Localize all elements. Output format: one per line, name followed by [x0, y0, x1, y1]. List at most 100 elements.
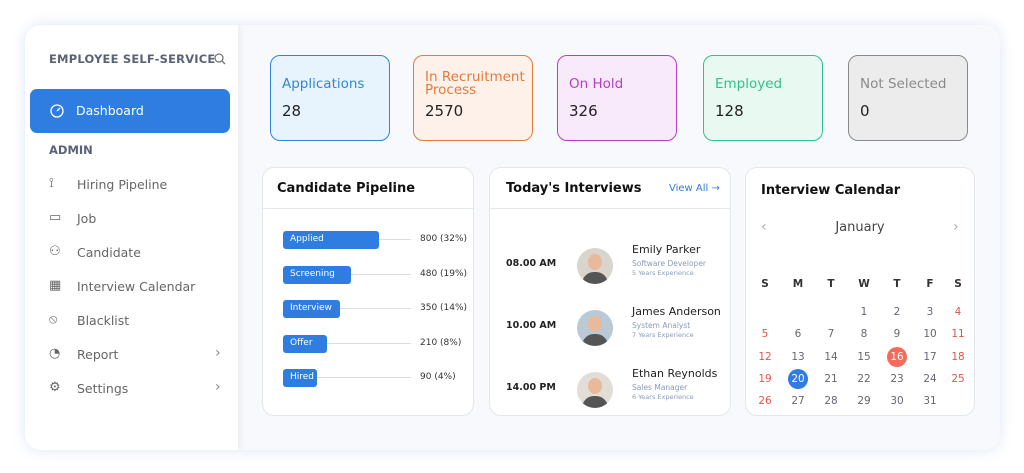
- candidate-experience: 5 Years Experience: [632, 269, 694, 277]
- calendar-day[interactable]: 5: [761, 328, 769, 341]
- bar-label: Screening: [290, 268, 335, 279]
- active-nav[interactable]: Dashboard: [30, 89, 230, 133]
- calendar-day[interactable]: 28: [824, 395, 838, 408]
- avatar-head: [588, 254, 602, 270]
- candidate-role: Software Developer: [632, 259, 707, 268]
- nav-icon: ⚙: [49, 380, 61, 395]
- avatar-head: [588, 378, 602, 394]
- stat-card: In Recruitment Process 2570: [413, 55, 533, 141]
- calendar-day[interactable]: 21: [824, 372, 838, 385]
- nav-item[interactable]: ▭ Job: [25, 207, 238, 231]
- calendar-day[interactable]: 20: [788, 368, 808, 389]
- calendar-day[interactable]: 18: [951, 350, 965, 363]
- calendar-day[interactable]: 26: [758, 395, 772, 408]
- calendar-day[interactable]: 3: [926, 306, 934, 318]
- stat-label: Not Selected: [860, 75, 947, 92]
- calendar-day[interactable]: 13: [791, 350, 805, 363]
- calendar-day[interactable]: 31: [923, 395, 937, 408]
- avatar: [577, 310, 613, 346]
- calendar-day[interactable]: 2: [893, 306, 901, 318]
- nav-item[interactable]: ◔ Report ›: [25, 343, 238, 367]
- calendar-day[interactable]: 15: [857, 350, 871, 363]
- stat-label: In Recruitment Process: [425, 69, 525, 98]
- calendar-day[interactable]: 10: [923, 328, 937, 341]
- stat-value: 326: [569, 102, 598, 120]
- bar-label: Applied: [290, 234, 324, 244]
- prev-month[interactable]: ‹: [761, 219, 767, 235]
- nav-label: Interview Calendar: [77, 279, 196, 294]
- search-icon[interactable]: [214, 53, 226, 65]
- weekday: W: [858, 278, 870, 290]
- weekday: F: [926, 278, 934, 290]
- avatar-body: [582, 396, 608, 408]
- panel-title: Today's Interviews: [506, 181, 642, 196]
- stat-card: Employed 128: [703, 55, 823, 141]
- nav-item[interactable]: ▦ Interview Calendar: [25, 275, 238, 299]
- bar-label: Interview: [290, 303, 332, 313]
- sidebar-title: EMPLOYEE SELF-SERVICE: [49, 52, 216, 66]
- stat-label: Employed: [715, 75, 783, 92]
- nav-label: Settings: [77, 381, 129, 396]
- nav-label: Job: [77, 211, 97, 226]
- calendar-day[interactable]: 12: [758, 350, 772, 363]
- interview-time: 08.00 AM: [506, 258, 557, 269]
- bar-value: 800 (32%): [420, 234, 468, 244]
- calendar-day[interactable]: 23: [890, 372, 904, 385]
- candidate-experience: 7 Years Experience: [632, 331, 694, 339]
- nav-item[interactable]: ⟟ Hiring Pipeline: [25, 173, 238, 197]
- calendar-day[interactable]: 7: [827, 328, 835, 341]
- weekday: M: [792, 278, 804, 290]
- nav-label: Hiring Pipeline: [77, 177, 168, 192]
- avatar: [577, 372, 613, 408]
- pipeline-bar: [283, 265, 351, 284]
- calendar-day[interactable]: 25: [951, 372, 965, 385]
- stat-card: On Hold 326: [557, 55, 677, 141]
- avatar-body: [582, 334, 608, 346]
- stat-value: 2570: [425, 102, 464, 120]
- nav-item[interactable]: ⚇ Candidate: [25, 241, 238, 265]
- track-line: [379, 239, 411, 240]
- calendar-day[interactable]: 6: [794, 328, 802, 341]
- nav-icon: ⟟: [49, 176, 54, 191]
- bar-value: 90 (4%): [420, 372, 456, 382]
- bar-label: Offer: [290, 337, 313, 348]
- nav-item[interactable]: ⚙ Settings ›: [25, 377, 238, 401]
- avatar: [577, 248, 613, 284]
- bar-value: 210 (8%): [420, 337, 462, 348]
- nav-icon: ▭: [49, 210, 62, 225]
- calendar-day[interactable]: 11: [951, 328, 965, 341]
- calendar-day[interactable]: 9: [893, 328, 901, 341]
- next-month[interactable]: ›: [953, 219, 959, 235]
- calendar-day[interactable]: 1: [860, 306, 868, 318]
- candidate-role: Sales Manager: [632, 383, 688, 392]
- pipeline-bar: [283, 231, 379, 249]
- app-frame: EMPLOYEE SELF-SERVICE Dashboard ADMIN ⟟ H…: [25, 25, 1000, 450]
- calendar-day[interactable]: 8: [860, 328, 868, 341]
- stat-value: 28: [282, 102, 302, 120]
- calendar-day[interactable]: 30: [890, 395, 904, 408]
- panel-title: Interview Calendar: [761, 183, 901, 198]
- calendar-day[interactable]: 19: [758, 372, 772, 385]
- calendar-day[interactable]: 4: [954, 306, 962, 318]
- chevron: ›: [215, 379, 221, 395]
- calendar-day[interactable]: 14: [824, 350, 838, 363]
- nav-item[interactable]: ⦸ Blacklist: [25, 309, 238, 333]
- interviews-panel: Today's Interviews View All → 08.00 AM Em…: [489, 167, 731, 416]
- stat-value: 0: [860, 102, 870, 120]
- calendar-day[interactable]: 29: [857, 395, 871, 408]
- interview-time: 14.00 PM: [506, 382, 556, 393]
- weekday: T: [827, 278, 835, 290]
- calendar-day[interactable]: 24: [923, 372, 937, 385]
- stat-card: Not Selected 0: [848, 55, 968, 141]
- candidate-name: Emily Parker: [632, 243, 701, 256]
- view-all-link[interactable]: View All →: [669, 183, 720, 194]
- calendar-day[interactable]: 27: [791, 395, 805, 408]
- weekday: S: [954, 278, 962, 290]
- calendar-day[interactable]: 16: [887, 346, 907, 367]
- calendar-day[interactable]: 17: [923, 350, 937, 363]
- divider: [490, 208, 730, 209]
- calendar-day[interactable]: 22: [857, 372, 871, 385]
- nav-label: Report: [77, 347, 119, 362]
